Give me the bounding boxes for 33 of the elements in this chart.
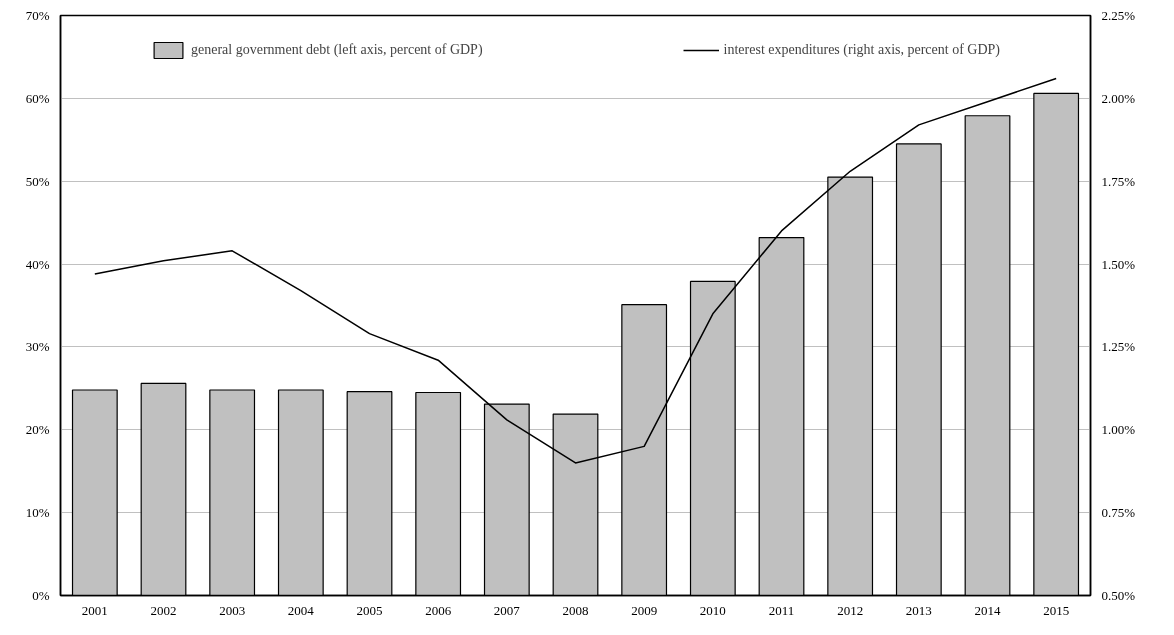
y-tick-label: 50% [25,173,50,189]
y-tick-label: 20% [25,422,50,438]
x-tick-label: 2012 [837,602,864,618]
y-tick-label: 0% [32,588,50,603]
x-tick-label: 2002 [150,602,177,618]
y2-tick-label: 1.00% [1101,422,1136,438]
x-tick-label: 2004 [287,602,315,618]
y2-tick-label: 2.00% [1101,90,1136,106]
x-tick-label: 2005 [356,602,383,618]
x-tick-label: 2014 [974,602,1001,618]
legend-label: interest expenditures (right axis, percent of GDP) [723,42,1000,58]
x-tick-label: 2013 [905,602,932,618]
y2-tick-label: 0.75% [1101,505,1136,521]
x-tick-label: 2010 [699,602,726,618]
y-tick-label: 60% [25,90,50,106]
y2-tick-label: 1.25% [1101,339,1136,355]
x-tick-label: 2011 [768,602,795,618]
y-tick-label: 40% [25,256,50,272]
x-tick-label: 2008 [562,602,589,618]
x-tick-label: 2003 [219,602,246,618]
x-tick-label: 2009 [631,602,658,618]
y2-tick-label: 1.75% [1101,173,1136,189]
x-tick-label: 2007 [493,602,521,618]
y-tick-label: 70% [25,8,50,23]
y2-tick-label: 2.25% [1101,8,1136,23]
x-tick-label: 2015 [1043,602,1070,618]
y2-tick-label: 1.50% [1101,256,1136,272]
x-tick-label: 2006 [425,602,452,618]
y-tick-label: 30% [25,339,50,355]
x-tick-label: 2001 [81,602,108,618]
y-tick-label: 10% [25,505,50,521]
legend-label: general government debt (left axis, percent of GDP) [191,42,483,58]
y2-tick-label: 0.50% [1101,588,1136,603]
